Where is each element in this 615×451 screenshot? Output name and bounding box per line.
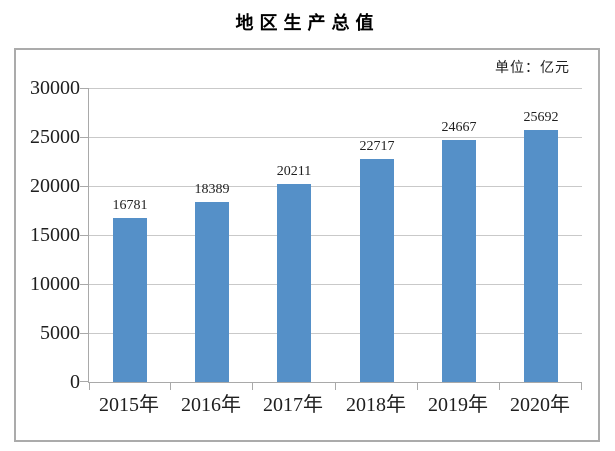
gridline-5000	[89, 333, 582, 334]
x-axis-tick-4	[417, 382, 418, 390]
x-axis-tick-2	[252, 382, 253, 390]
chart-title: 地区生产总值	[235, 13, 380, 33]
y-axis-label-10000: 10000	[30, 273, 80, 295]
x-axis-label-2015年: 2015年	[99, 394, 159, 416]
x-axis-label-2020年: 2020年	[510, 394, 570, 416]
gridline-20000	[89, 186, 582, 187]
x-axis-label-2018年: 2018年	[346, 394, 406, 416]
bar-value-label-2019年: 24667	[441, 120, 477, 135]
bar-value-label-2015年: 16781	[112, 198, 148, 213]
y-axis-tick-25000	[80, 137, 88, 138]
x-axis-label-2017年: 2017年	[263, 394, 323, 416]
y-axis-label-15000: 15000	[30, 224, 80, 246]
x-axis-tick-1	[170, 382, 171, 390]
x-axis-label-2019年: 2019年	[428, 394, 488, 416]
chart-frame: 单位：亿元 16781 18389 20211 22717 24667 25692 0 50…	[14, 48, 600, 442]
bar-2017年	[277, 184, 311, 382]
y-axis-label-20000: 20000	[30, 175, 80, 197]
bar-2016年	[195, 202, 229, 382]
gridline-10000	[89, 284, 582, 285]
x-axis-tick-6	[581, 382, 582, 390]
bar-2019年	[442, 140, 476, 382]
x-axis-tick-0	[89, 382, 90, 390]
bar-value-label-2020年: 25692	[523, 110, 559, 125]
gridline-30000	[89, 88, 582, 89]
y-axis-tick-10000	[80, 284, 88, 285]
y-axis-label-25000: 25000	[30, 126, 80, 148]
plot-area: 16781 18389 20211 22717 24667 25692	[80, 88, 582, 390]
y-axis-tick-30000	[80, 88, 88, 89]
bar-2018年	[360, 159, 394, 382]
x-axis-label-2016年: 2016年	[181, 394, 241, 416]
x-axis-tick-5	[499, 382, 500, 390]
y-axis-tick-15000	[80, 235, 88, 236]
gridline-25000	[89, 137, 582, 138]
x-axis-tick-3	[335, 382, 336, 390]
gridline-15000	[89, 235, 582, 236]
unit-label: 单位：亿元	[495, 61, 570, 76]
bar-2015年	[113, 218, 147, 382]
y-axis-label-30000: 30000	[30, 77, 80, 99]
y-axis-tick-20000	[80, 186, 88, 187]
bar-value-label-2017年: 20211	[276, 164, 312, 179]
y-axis-label-0: 0	[70, 371, 80, 393]
bar-2020年	[524, 130, 558, 382]
y-axis-label-5000: 5000	[40, 322, 80, 344]
y-axis-tick-5000	[80, 333, 88, 334]
y-axis-tick-0	[80, 381, 88, 382]
bar-value-label-2016年: 18389	[194, 182, 230, 197]
bar-value-label-2018年: 22717	[359, 139, 395, 154]
